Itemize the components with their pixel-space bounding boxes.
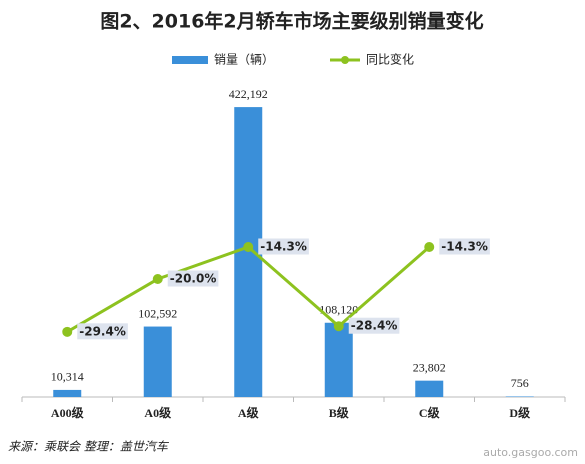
- line-point: [152, 274, 163, 285]
- label-background: [258, 238, 309, 255]
- line-point: [424, 241, 435, 252]
- bar: [415, 380, 444, 397]
- label-background: [348, 317, 400, 334]
- legend-label: 同比变化: [366, 52, 414, 67]
- line-point: [243, 241, 254, 252]
- x-tick-label: B级: [329, 405, 349, 420]
- x-tick-label: A0级: [144, 405, 171, 420]
- bar-value-label: 422,192: [229, 87, 268, 101]
- x-tick-label: A级: [238, 405, 259, 420]
- bar: [324, 322, 353, 397]
- x-tick-label: C级: [419, 405, 440, 420]
- bar-value-label: 102,592: [138, 306, 177, 320]
- bar: [53, 389, 82, 397]
- bar: [143, 326, 172, 397]
- bar-value-label: 108,120: [319, 303, 358, 317]
- legend-swatch: [172, 56, 208, 64]
- line-point: [62, 326, 73, 337]
- x-tick-label: D级: [509, 405, 530, 420]
- bar: [505, 396, 534, 397]
- chart-title: 图2、2016年2月轿车市场主要级别销量变化: [100, 10, 483, 33]
- bar: [234, 107, 263, 398]
- label-background: [439, 238, 490, 255]
- line-value-label: -14.3%: [260, 239, 307, 253]
- source-note: 来源：乘联会 整理：盖世汽车: [8, 440, 170, 454]
- bar-value-label: 23,802: [413, 360, 446, 374]
- x-tick-label: A00级: [51, 405, 84, 420]
- line-value-label: -20.0%: [170, 272, 217, 286]
- label-background: [167, 270, 219, 287]
- line-point: [333, 321, 344, 332]
- label-background: [77, 323, 128, 340]
- bar-value-label: 756: [511, 376, 529, 390]
- watermark: auto.gasgoo.com: [483, 446, 578, 459]
- line-value-label: -29.4%: [79, 324, 126, 338]
- line-value-label: -28.4%: [351, 319, 398, 333]
- bar-value-label: 10,314: [51, 370, 84, 384]
- legend-label: 销量（辆）: [214, 53, 274, 67]
- legend-marker: [341, 56, 349, 64]
- line-value-label: -14.3%: [441, 239, 488, 253]
